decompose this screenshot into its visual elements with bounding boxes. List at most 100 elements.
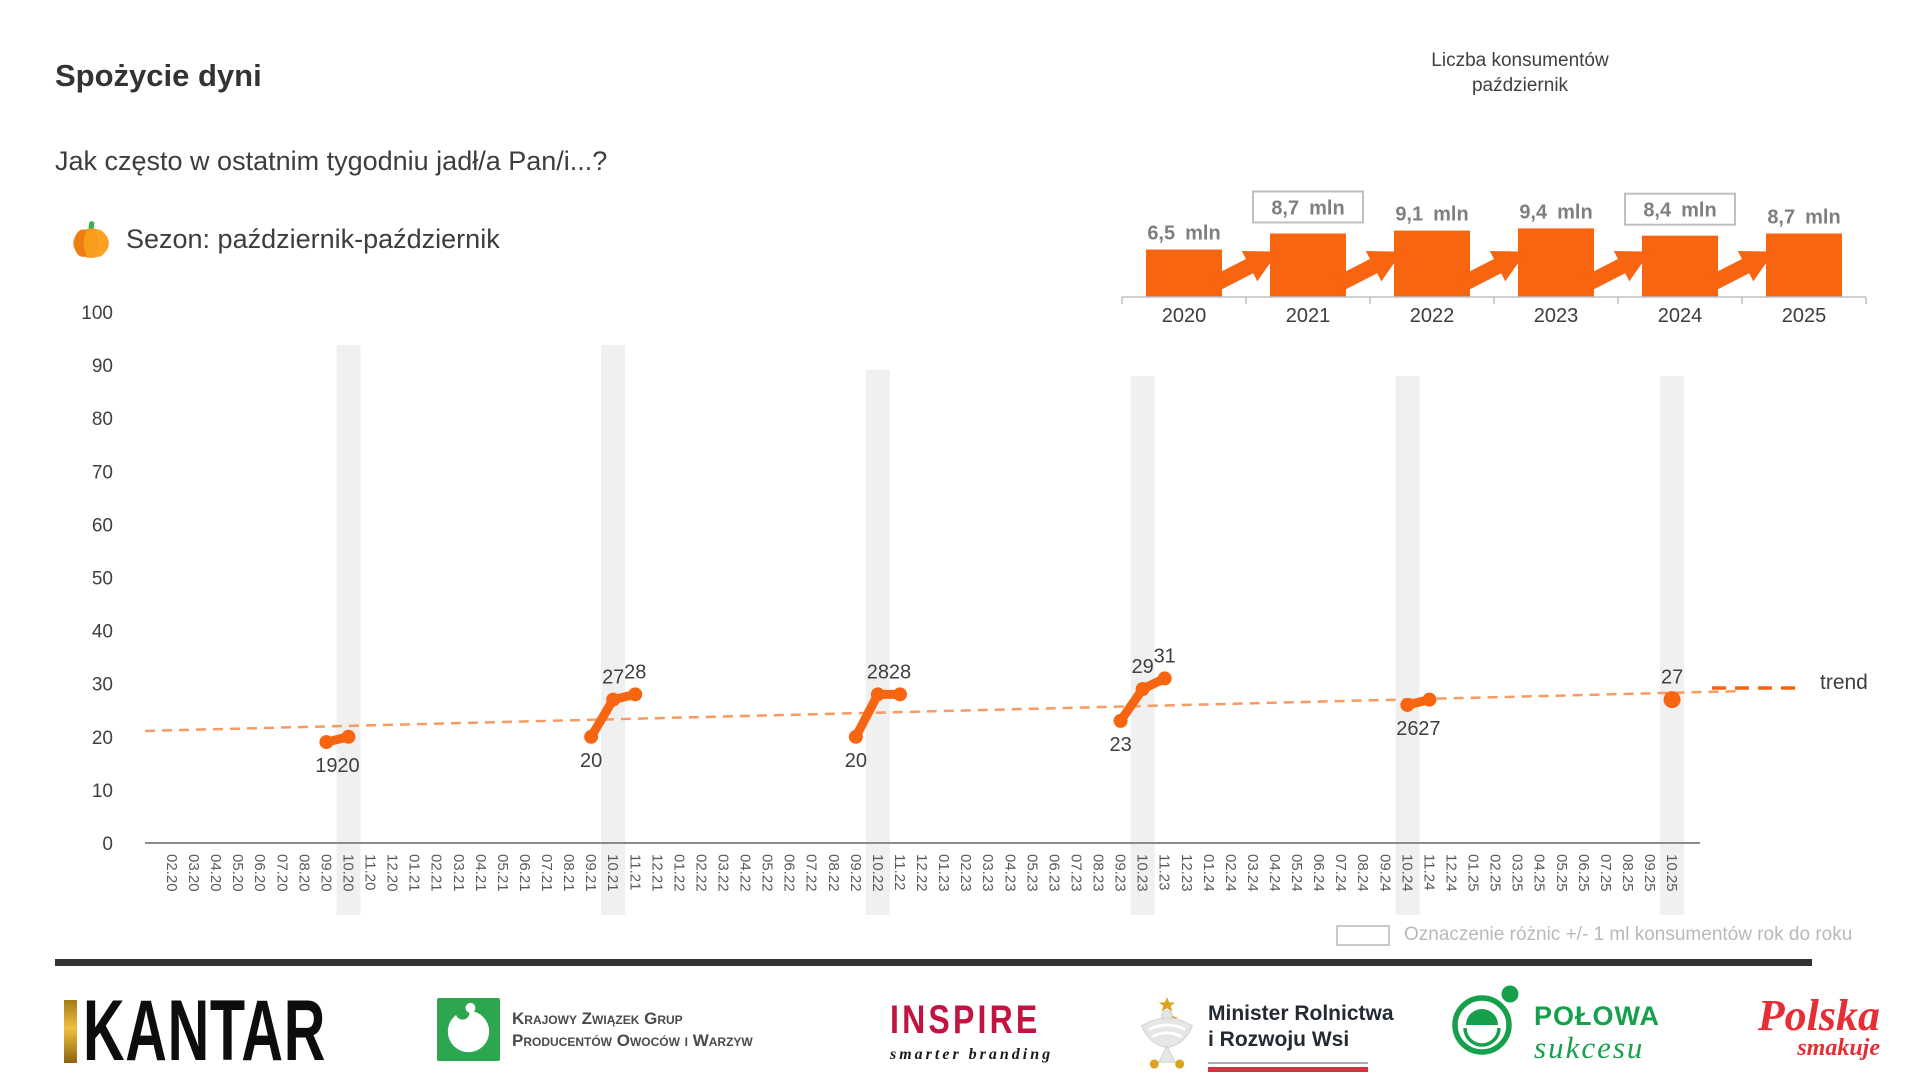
mini-year-label: 2024 <box>1658 305 1703 327</box>
data-point <box>870 687 885 702</box>
polowa-line1: POŁOWA <box>1534 1001 1660 1031</box>
x-axis-month-label: 04.21 <box>472 854 489 892</box>
x-axis-month-label: 08.20 <box>295 854 312 892</box>
polowa-line2: sukcesu <box>1534 1030 1645 1065</box>
data-point-label: 28 <box>867 661 889 683</box>
data-point-label: 28 <box>889 661 911 683</box>
x-axis-month-label: 09.22 <box>847 854 864 892</box>
x-axis-month-label: 07.20 <box>273 854 290 892</box>
mini-year-label: 2020 <box>1162 305 1207 327</box>
x-axis-month-label: 01.25 <box>1465 854 1482 892</box>
x-axis-month-label: 08.25 <box>1619 854 1636 892</box>
x-axis-month-label: 12.20 <box>384 854 401 892</box>
mini-year-label: 2022 <box>1410 305 1455 327</box>
inspire-logo: INSPIRE smarter branding <box>890 1000 1078 1064</box>
x-axis-month-label: 11.21 <box>626 854 643 890</box>
october-highlight-band <box>336 345 361 915</box>
inspire-wordmark: INSPIRE <box>890 998 1041 1042</box>
y-axis-tick-label: 40 <box>92 622 113 643</box>
x-axis-month-label: 05.23 <box>1023 854 1040 892</box>
year-over-year-arrow-icon <box>1458 251 1527 292</box>
consumers-bar-2024 <box>1642 235 1718 297</box>
trend-line <box>144 689 1739 733</box>
mini-chart-title: Liczba konsumentów październik <box>1390 48 1650 98</box>
x-axis-month-label: 06.20 <box>251 854 268 892</box>
kantar-logo: KANTAR <box>64 983 446 1079</box>
x-axis-month-label: 03.22 <box>715 854 732 892</box>
x-axis-month-label: 03.25 <box>1509 854 1526 892</box>
x-axis-month-label: 03.23 <box>979 854 996 892</box>
eagle-icon <box>1141 996 1193 1069</box>
y-axis-tick-label: 60 <box>92 515 113 536</box>
mini-chart-title-line2: październik <box>1471 75 1569 96</box>
x-axis-month-label: 02.21 <box>428 854 445 892</box>
data-point <box>341 729 356 744</box>
year-over-year-arrow-icon <box>1582 251 1651 292</box>
x-axis-month-label: 01.24 <box>1200 854 1217 892</box>
x-axis-month-label: 12.23 <box>1178 854 1195 892</box>
x-axis-month-label: 12.21 <box>648 854 665 892</box>
x-axis-month-label: 11.24 <box>1420 854 1437 890</box>
mini-year-label: 2021 <box>1286 305 1331 327</box>
pumpkin-icon <box>73 221 109 258</box>
october-highlight-band <box>601 345 626 915</box>
x-axis-month-label: 05.21 <box>494 854 511 892</box>
kantar-wordmark: KANTAR <box>83 983 327 1079</box>
data-point-label: 27 <box>1661 667 1683 689</box>
difference-legend: Oznaczenie różnic +/- 1 ml konsumentów r… <box>1336 924 1852 946</box>
difference-box-2021 <box>1252 190 1364 224</box>
y-axis-tick-label: 30 <box>92 675 113 696</box>
data-point <box>1663 691 1681 709</box>
data-point <box>1422 692 1437 707</box>
y-axis-tick-label: 0 <box>102 834 113 855</box>
x-axis-month-label: 02.20 <box>163 854 180 892</box>
kzg-line2: Producentów Owoców i Warzyw <box>512 1030 753 1050</box>
data-point <box>584 729 599 744</box>
x-axis-month-label: 09.25 <box>1641 854 1658 892</box>
x-axis-month-label: 03.24 <box>1244 854 1261 892</box>
x-axis-month-label: 08.21 <box>560 854 577 892</box>
mini-year-label: 2025 <box>1782 305 1827 327</box>
y-axis-tick-label: 10 <box>92 781 113 802</box>
consumers-bar-2021 <box>1270 233 1346 297</box>
page-title: Spożycie dyni <box>55 58 262 93</box>
x-axis-month-label: 04.20 <box>207 854 224 892</box>
x-axis-month-label: 01.22 <box>670 854 687 892</box>
consumers-bar-2025 <box>1766 233 1842 297</box>
consumers-bar-2023 <box>1518 228 1594 297</box>
year-over-year-arrow-icon <box>1706 251 1775 292</box>
x-axis-month-label: 06.23 <box>1045 854 1062 892</box>
x-axis-month-label: 09.21 <box>582 854 599 892</box>
trend-legend-label: trend <box>1820 671 1868 694</box>
y-axis-tick-label: 90 <box>92 356 113 377</box>
x-axis-month-label: 08.23 <box>1090 854 1107 892</box>
y-axis-tick-label: 100 <box>81 303 113 324</box>
consumers-value-label-2020: 6,5 mln <box>1147 223 1220 245</box>
data-point <box>892 687 907 702</box>
consumers-value-label-2025: 8,7 mln <box>1767 206 1840 228</box>
x-axis-month-label: 10.22 <box>869 854 886 892</box>
kzg-logo: Krajowy Związek Grup Producentów Owoców … <box>437 998 753 1061</box>
x-axis-month-label: 11.20 <box>362 854 379 890</box>
data-point <box>1135 682 1150 697</box>
y-axis-tick-label: 80 <box>92 409 113 430</box>
polska-line1: Polska <box>1757 991 1880 1040</box>
ministry-underline <box>1208 1062 1368 1072</box>
kzg-line1: Krajowy Związek Grup <box>512 1008 683 1028</box>
x-axis-month-label: 06.21 <box>516 854 533 892</box>
data-point <box>1400 697 1415 712</box>
x-axis-month-label: 05.25 <box>1553 854 1570 892</box>
x-axis-month-label: 06.22 <box>781 854 798 892</box>
polska-line2: smakuje <box>1797 1035 1880 1061</box>
data-point-label: 28 <box>624 661 646 683</box>
x-axis-month-label: 02.25 <box>1487 854 1504 892</box>
x-axis-month-label: 07.22 <box>803 854 820 892</box>
x-axis-month-label: 03.20 <box>185 854 202 892</box>
x-axis-month-label: 10.24 <box>1398 854 1415 892</box>
x-axis-month-label: 11.22 <box>891 854 908 890</box>
inspire-tagline: smarter branding <box>890 1046 1054 1063</box>
ministry-line2: i Rozwoju Wsi <box>1208 1028 1350 1051</box>
x-axis-month-label: 12.24 <box>1442 854 1459 892</box>
